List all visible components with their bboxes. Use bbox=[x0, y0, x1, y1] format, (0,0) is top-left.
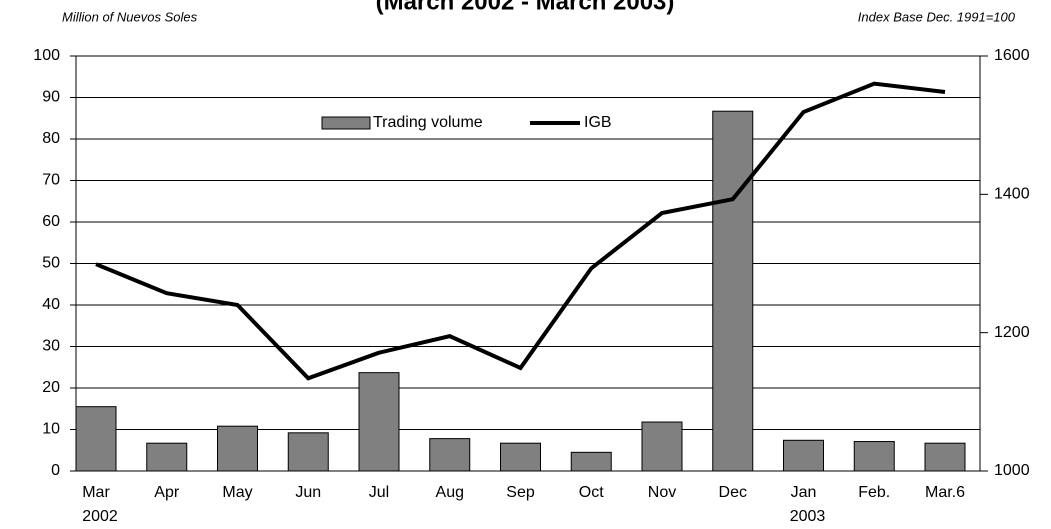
y-tick-label: 40 bbox=[42, 296, 60, 313]
x-tick-label: Dec bbox=[719, 484, 747, 501]
y2-tick-label: 1400 bbox=[994, 186, 1030, 203]
bar bbox=[570, 451, 612, 472]
bar bbox=[287, 432, 329, 472]
bar bbox=[783, 439, 824, 472]
x-tick-label: Sep bbox=[506, 484, 535, 501]
y-tick-label: 60 bbox=[42, 213, 60, 230]
x-tick-label: May bbox=[222, 484, 252, 501]
x-tick-label: Aug bbox=[436, 484, 464, 501]
bar bbox=[712, 110, 754, 472]
x-tick-year: 2002 bbox=[82, 508, 118, 525]
x-tick-label: Mar.6 bbox=[925, 484, 965, 501]
y-tick-label: 30 bbox=[42, 338, 60, 355]
bar bbox=[500, 442, 541, 472]
x-tick-label: Apr bbox=[154, 484, 180, 501]
y-tick-label: 70 bbox=[42, 172, 60, 189]
bar bbox=[217, 425, 258, 472]
bar bbox=[429, 438, 471, 472]
bar bbox=[358, 372, 400, 472]
line bbox=[95, 81, 946, 381]
legend-swatch bbox=[321, 116, 371, 130]
y-tick-label: 100 bbox=[33, 47, 60, 64]
bar bbox=[75, 406, 117, 472]
y-tick-label: 50 bbox=[42, 255, 60, 272]
bar bbox=[853, 441, 895, 472]
y-tick-label: 0 bbox=[51, 462, 60, 479]
y-axis-label: Million of Nuevos Soles bbox=[62, 9, 198, 24]
y2-tick-label: 1600 bbox=[994, 47, 1030, 64]
legend-label: IGB bbox=[584, 114, 612, 131]
x-tick-year: 2003 bbox=[790, 508, 826, 525]
x-tick-label: Jun bbox=[295, 484, 321, 501]
chart-title: (March 2002 - March 2003) bbox=[376, 0, 675, 15]
y-tick-label: 10 bbox=[42, 421, 60, 438]
y-tick-label: 90 bbox=[42, 89, 60, 106]
bar bbox=[146, 442, 188, 472]
y-tick-label: 80 bbox=[42, 130, 60, 147]
legend-label: Trading volume bbox=[373, 114, 483, 131]
y2-tick-label: 1200 bbox=[994, 324, 1030, 341]
x-tick-label: Feb. bbox=[858, 484, 890, 501]
x-tick-label: Mar bbox=[82, 484, 110, 501]
x-tick-label: Jul bbox=[369, 484, 389, 501]
x-tick-label: Jan bbox=[791, 484, 817, 501]
x-tick-label: Oct bbox=[579, 484, 604, 501]
bar bbox=[641, 421, 683, 472]
bar bbox=[924, 442, 966, 472]
y2-tick-label: 1000 bbox=[994, 462, 1030, 479]
y2-axis-label: Index Base Dec. 1991=100 bbox=[858, 9, 1016, 24]
y-tick-label: 20 bbox=[42, 379, 60, 396]
x-tick-label: Nov bbox=[648, 484, 676, 501]
